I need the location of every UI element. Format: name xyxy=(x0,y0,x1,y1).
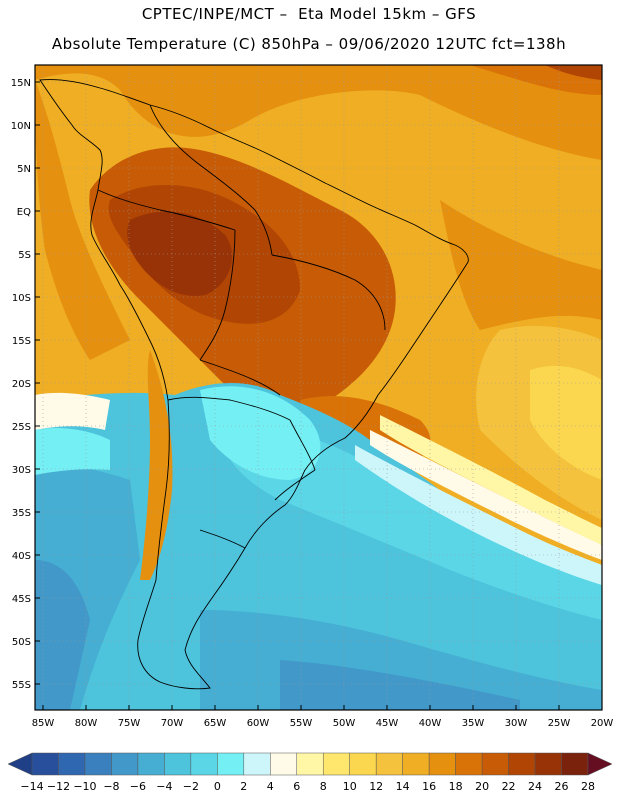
coastlines xyxy=(39,79,469,690)
legend-color-box xyxy=(534,752,562,776)
latitude-label: 30S xyxy=(12,465,31,476)
latitude-label: 20S xyxy=(12,379,31,390)
color-legend: −14 −12 −10 −8 −6 −4 −2 0 2 4 6 8 10 12 14 16 18 20 22 24 26… xyxy=(7,752,613,793)
legend-label: 14 xyxy=(396,780,410,793)
legend-color-box xyxy=(243,752,271,776)
legend-color-box xyxy=(7,752,33,776)
legend-color-box xyxy=(402,752,430,776)
legend-label: 28 xyxy=(581,780,595,793)
legend-color-box xyxy=(31,752,59,776)
latitude-label: 25S xyxy=(12,422,31,433)
legend-label: 18 xyxy=(449,780,463,793)
longitude-label: 45W xyxy=(376,718,399,729)
title-line-2: Absolute Temperature (C) 850hPa – 09/06/… xyxy=(51,35,567,53)
latitude-label: 35S xyxy=(12,508,31,519)
longitude-label: 20W xyxy=(591,718,614,729)
latitude-label: 50S xyxy=(12,637,31,648)
longitude-label: 55W xyxy=(290,718,313,729)
legend-color-box xyxy=(137,752,165,776)
legend-color-box xyxy=(190,752,218,776)
latitude-label: 5S xyxy=(18,250,31,261)
legend-label: −8 xyxy=(103,780,119,793)
longitude-label: 25W xyxy=(548,718,571,729)
map-frame xyxy=(34,64,603,711)
legend-color-box xyxy=(217,752,245,776)
legend-label: 6 xyxy=(293,780,300,793)
legend-color-box xyxy=(58,752,86,776)
legend-label: 2 xyxy=(240,780,247,793)
latitude-label: 15N xyxy=(11,78,31,89)
legend-color-box xyxy=(428,752,456,776)
legend-label: 22 xyxy=(502,780,516,793)
temperature-field xyxy=(35,65,602,710)
longitude-label: 40W xyxy=(419,718,442,729)
legend-color-box xyxy=(322,752,350,776)
longitude-labels: 85W 80W 75W 70W 65W 60W 55W 50W 45W 40W 35W 30W 25W 2… xyxy=(32,705,614,729)
legend-label: 26 xyxy=(555,780,569,793)
legend-label: 10 xyxy=(343,780,357,793)
latitude-label: 5N xyxy=(17,164,31,175)
latitude-labels: 15N 10N 5N EQ 5S 10S 15S 20S 25S 30S 35S 40S 45S 50S 5… xyxy=(11,78,40,691)
legend-color-box xyxy=(349,752,377,776)
legend-label: −14 xyxy=(20,780,43,793)
longitude-label: 75W xyxy=(118,718,141,729)
legend-label: −12 xyxy=(47,780,70,793)
legend-color-box xyxy=(508,752,536,776)
legend-label: −10 xyxy=(73,780,96,793)
latitude-label: EQ xyxy=(17,207,31,218)
latitude-label: 15S xyxy=(12,336,31,347)
longitude-label: 70W xyxy=(161,718,184,729)
legend-boxes xyxy=(7,752,613,776)
legend-label: −6 xyxy=(130,780,146,793)
longitude-label: 65W xyxy=(204,718,227,729)
latitude-label: 55S xyxy=(12,680,31,691)
legend-label: 16 xyxy=(422,780,436,793)
legend-color-box xyxy=(270,752,298,776)
legend-color-box xyxy=(111,752,139,776)
longitude-label: 85W xyxy=(32,718,55,729)
longitude-label: 50W xyxy=(333,718,356,729)
legend-label: −2 xyxy=(183,780,199,793)
legend-label: 24 xyxy=(528,780,542,793)
latitude-label: 10S xyxy=(12,293,31,304)
legend-color-box xyxy=(561,752,589,776)
latitude-label: 10N xyxy=(11,121,31,132)
legend-color-box xyxy=(296,752,324,776)
longitude-label: 30W xyxy=(505,718,528,729)
legend-color-box xyxy=(84,752,112,776)
legend-color-box xyxy=(481,752,509,776)
latitude-label: 40S xyxy=(12,551,31,562)
longitude-label: 80W xyxy=(75,718,98,729)
title-line-1: CPTEC/INPE/MCT – Eta Model 15km – GFS xyxy=(141,5,477,23)
longitude-label: 60W xyxy=(247,718,270,729)
longitude-label: 35W xyxy=(462,718,485,729)
legend-labels: −14 −12 −10 −8 −6 −4 −2 0 2 4 6 8 10 12 14 16 18 20 22 24 26… xyxy=(20,780,595,793)
legend-color-box xyxy=(587,752,613,776)
legend-color-box xyxy=(455,752,483,776)
legend-label: 12 xyxy=(369,780,383,793)
map-grid xyxy=(35,65,602,710)
legend-label: 8 xyxy=(320,780,327,793)
legend-label: 20 xyxy=(475,780,489,793)
legend-color-box xyxy=(375,752,403,776)
legend-color-box xyxy=(164,752,192,776)
latitude-label: 45S xyxy=(12,594,31,605)
legend-label: −4 xyxy=(156,780,172,793)
legend-label: 4 xyxy=(267,780,274,793)
legend-label: 0 xyxy=(214,780,221,793)
